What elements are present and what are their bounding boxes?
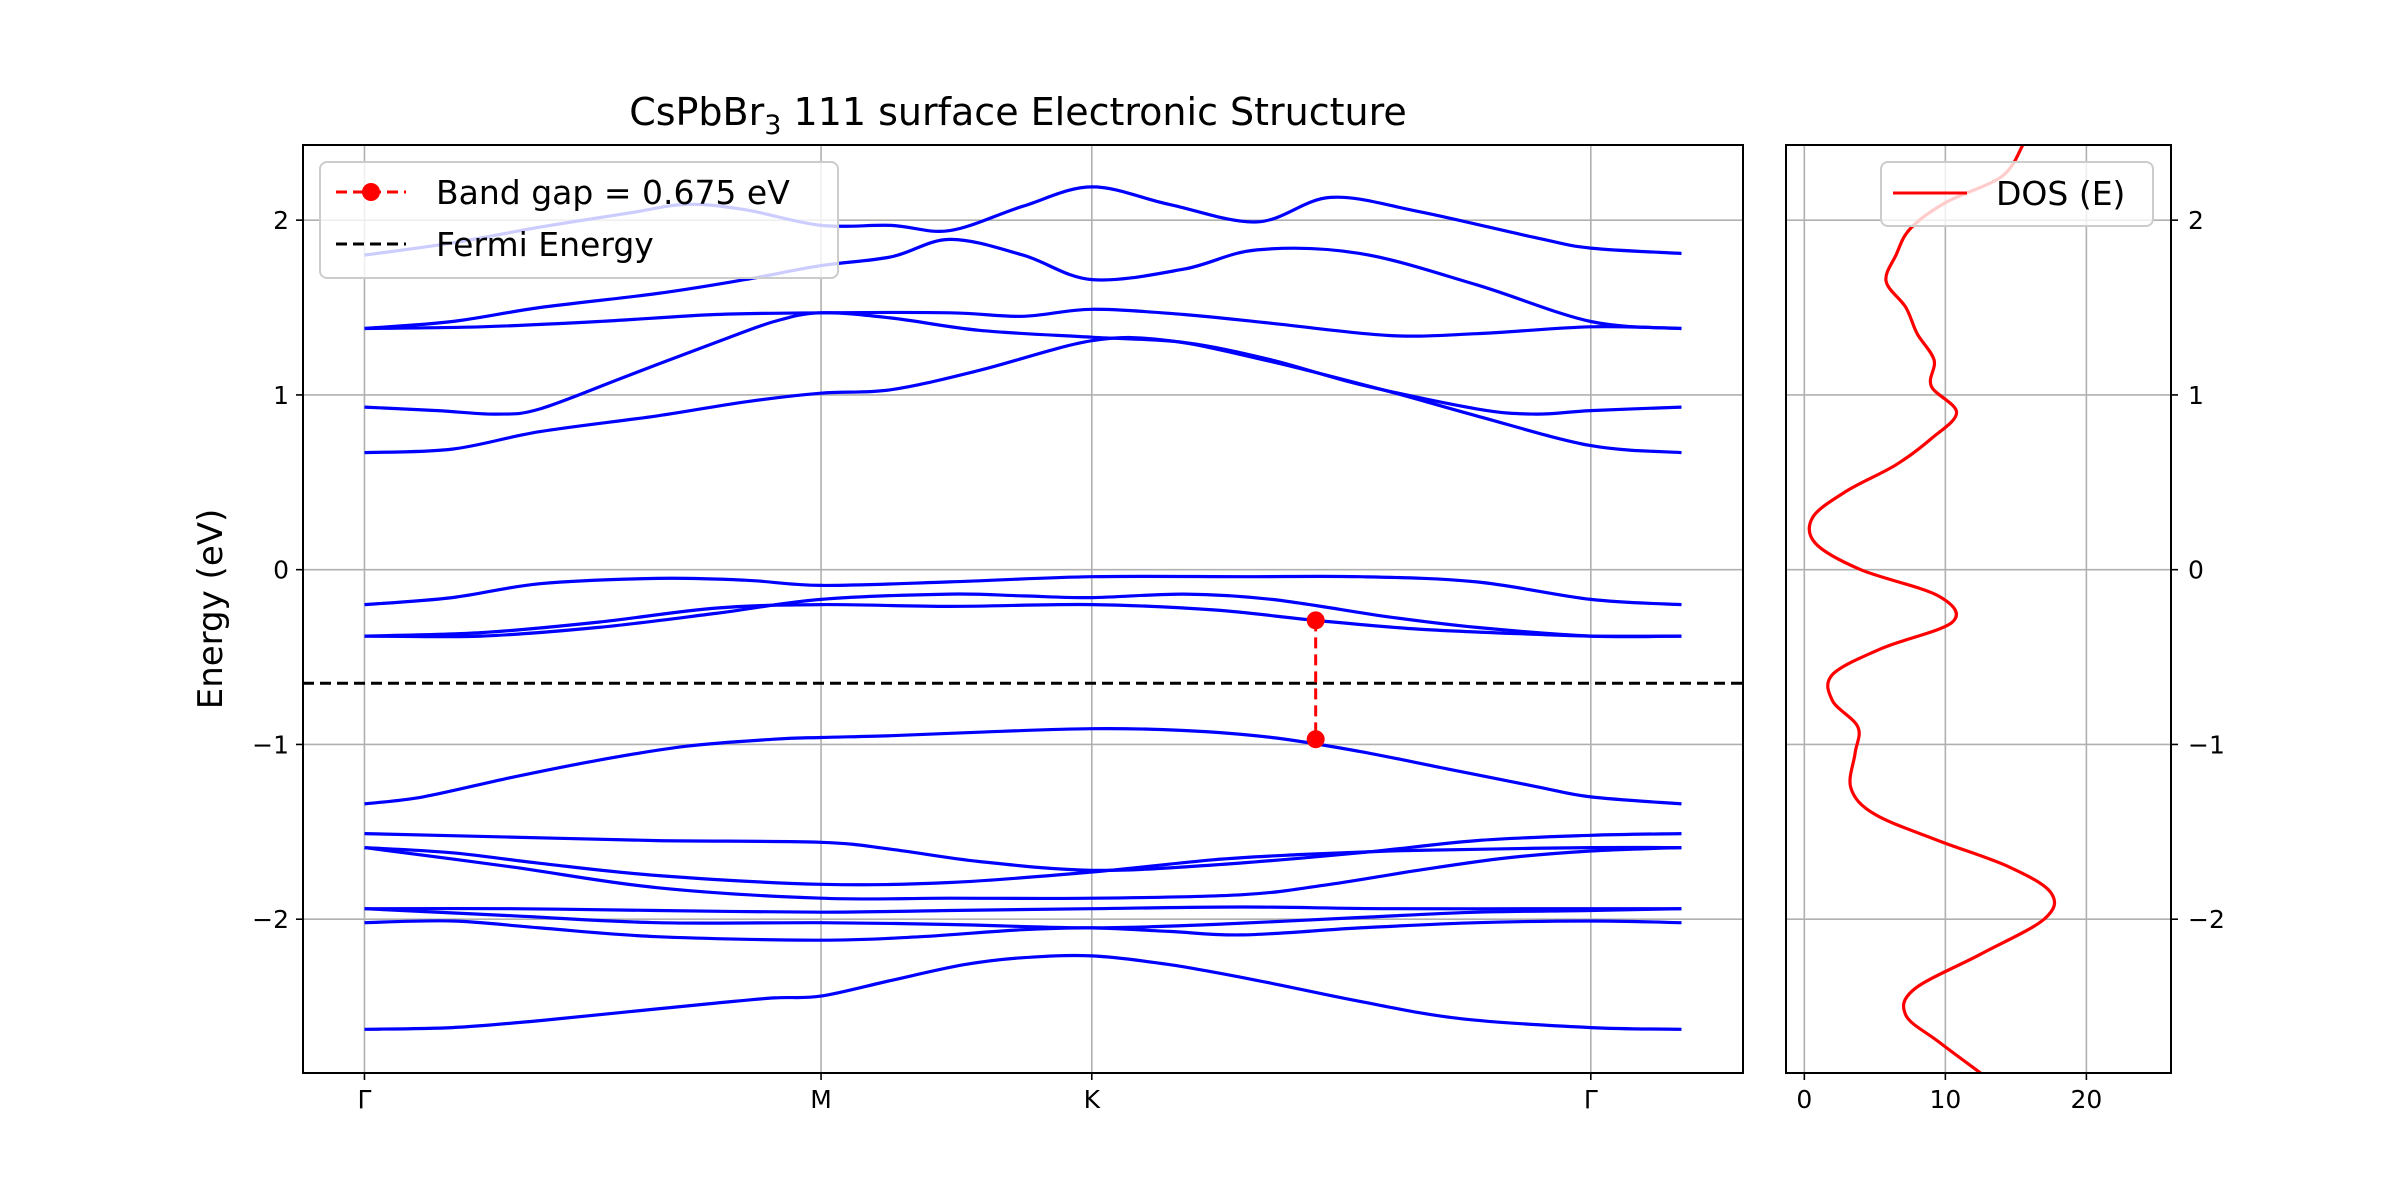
left-x-tick-label: M — [810, 1085, 832, 1114]
left-y-tick-label: 0 — [273, 556, 289, 585]
right-y-ticks: −2 −1 0 1 2 — [2171, 206, 2225, 934]
chart-title: CsPbBr3 111 surface Electronic Structure — [629, 90, 1407, 141]
band-gap-group — [1306, 611, 1325, 749]
right-y-tick-label: −2 — [2188, 905, 2225, 934]
left-x-tick-label: Γ — [1584, 1085, 1598, 1114]
band-line — [364, 845, 1682, 887]
right-y-tick-label: −1 — [2188, 730, 2225, 759]
right-legend: DOS (E) — [1880, 161, 2154, 227]
right-y-tick-label: 1 — [2188, 381, 2204, 410]
left-y-ticks: −2 −1 0 1 2 — [252, 206, 303, 934]
band-line — [364, 832, 1682, 872]
right-y-tick-label: 2 — [2188, 206, 2204, 235]
y-axis-label: Energy (eV) — [191, 509, 231, 710]
left-y-tick-label: −2 — [252, 905, 289, 934]
legend-dos-label: DOS (E) — [1996, 174, 2125, 213]
chart-title-main: CsPbBr — [629, 90, 764, 134]
chart-title-rest: 111 surface Electronic Structure — [781, 90, 1406, 134]
band-line — [364, 905, 1682, 914]
bands-group — [364, 185, 1682, 1031]
left-legend-box — [319, 161, 839, 279]
left-y-tick-label: 1 — [273, 381, 289, 410]
band-line — [364, 307, 1682, 338]
right-x-tick-label: 20 — [2070, 1085, 2102, 1114]
left-grid — [303, 145, 1743, 1073]
left-axes-frame — [302, 144, 1744, 1074]
band-line — [364, 953, 1682, 1031]
right-legend-box — [1880, 161, 2154, 227]
band-line — [364, 574, 1682, 607]
legend-fermi-label: Fermi Energy — [436, 225, 654, 264]
right-axes-frame — [1785, 144, 2172, 1074]
band-line — [364, 335, 1682, 455]
right-x-tick-label: 10 — [1929, 1085, 1961, 1114]
left-x-tick-label: Γ — [357, 1085, 371, 1114]
band-structure-panel: CsPbBr3 111 surface Electronic Structure… — [191, 90, 1744, 1114]
legend-band-gap-label: Band gap = 0.675 eV — [436, 173, 790, 212]
band-gap-top-marker — [1306, 611, 1325, 630]
left-y-tick-label: −1 — [252, 730, 289, 759]
dos-curve-group — [1807, 145, 2057, 1073]
band-line — [364, 907, 1682, 930]
band-gap-bottom-marker — [1306, 730, 1325, 749]
right-x-ticks: 0 10 20 — [1796, 1073, 2102, 1114]
band-line — [364, 846, 1682, 901]
dos-curve — [1807, 145, 2057, 1073]
band-line — [364, 919, 1682, 942]
left-y-tick-label: 2 — [273, 206, 289, 235]
band-line — [364, 237, 1682, 331]
dos-panel: 0 10 20 −2 −1 0 1 2 DOS (E) — [1785, 144, 2225, 1114]
chart-title-subscript: 3 — [764, 110, 781, 141]
band-line — [364, 592, 1682, 639]
band-line — [364, 602, 1682, 638]
legend-band-gap-marker — [362, 183, 380, 201]
band-line — [364, 311, 1682, 416]
right-grid — [1786, 145, 2171, 1073]
right-x-tick-label: 0 — [1796, 1085, 1812, 1114]
left-legend: Band gap = 0.675 eV Fermi Energy — [319, 161, 839, 279]
left-x-tick-label: K — [1084, 1085, 1101, 1114]
band-line — [364, 727, 1682, 806]
right-y-tick-label: 0 — [2188, 556, 2204, 585]
